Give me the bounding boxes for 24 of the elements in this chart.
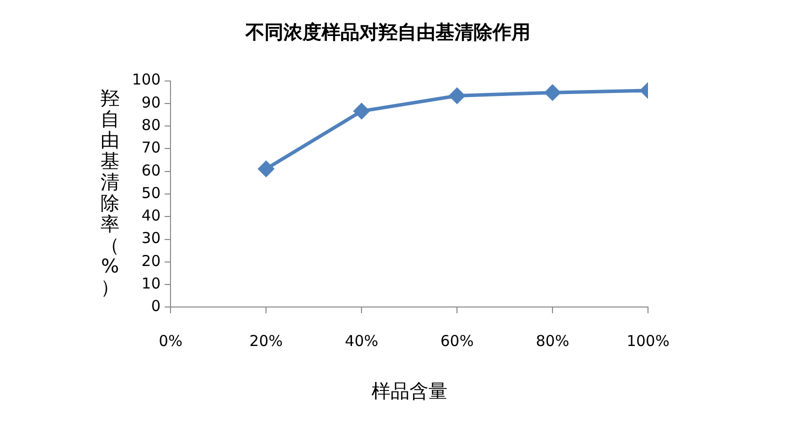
y-tick-label: 30: [142, 229, 161, 248]
x-axis-title: 样品含量: [371, 380, 448, 403]
text: 羟自由基清除率（%）: [100, 87, 120, 298]
y-tick-label: 10: [142, 274, 161, 292]
y-tick-label: 100: [132, 70, 161, 89]
x-tick-label: 60%: [440, 332, 474, 350]
y-tick-label: 80: [142, 116, 161, 134]
y-tick-label: 70: [142, 138, 161, 157]
chart-title: 不同浓度样品对羟自由基清除作用: [244, 21, 530, 44]
point: [258, 161, 274, 177]
x-tick-label: 80%: [536, 332, 570, 350]
point: [354, 103, 370, 119]
x-tick-label: 0%: [158, 332, 183, 350]
point: [449, 88, 465, 104]
x-tick-label: 20%: [249, 332, 283, 350]
x-tick-label: 100%: [626, 332, 670, 350]
y-tick-label: 50: [142, 184, 161, 202]
y-tick-label: 90: [142, 93, 161, 112]
y-tick-label: 60: [142, 161, 161, 180]
x-tick-label: 40%: [344, 332, 378, 350]
y-tick-label: 20: [142, 252, 161, 270]
y-tick-label: 40: [142, 206, 161, 225]
y-tick-label: 0: [151, 297, 161, 316]
point: [544, 84, 560, 100]
